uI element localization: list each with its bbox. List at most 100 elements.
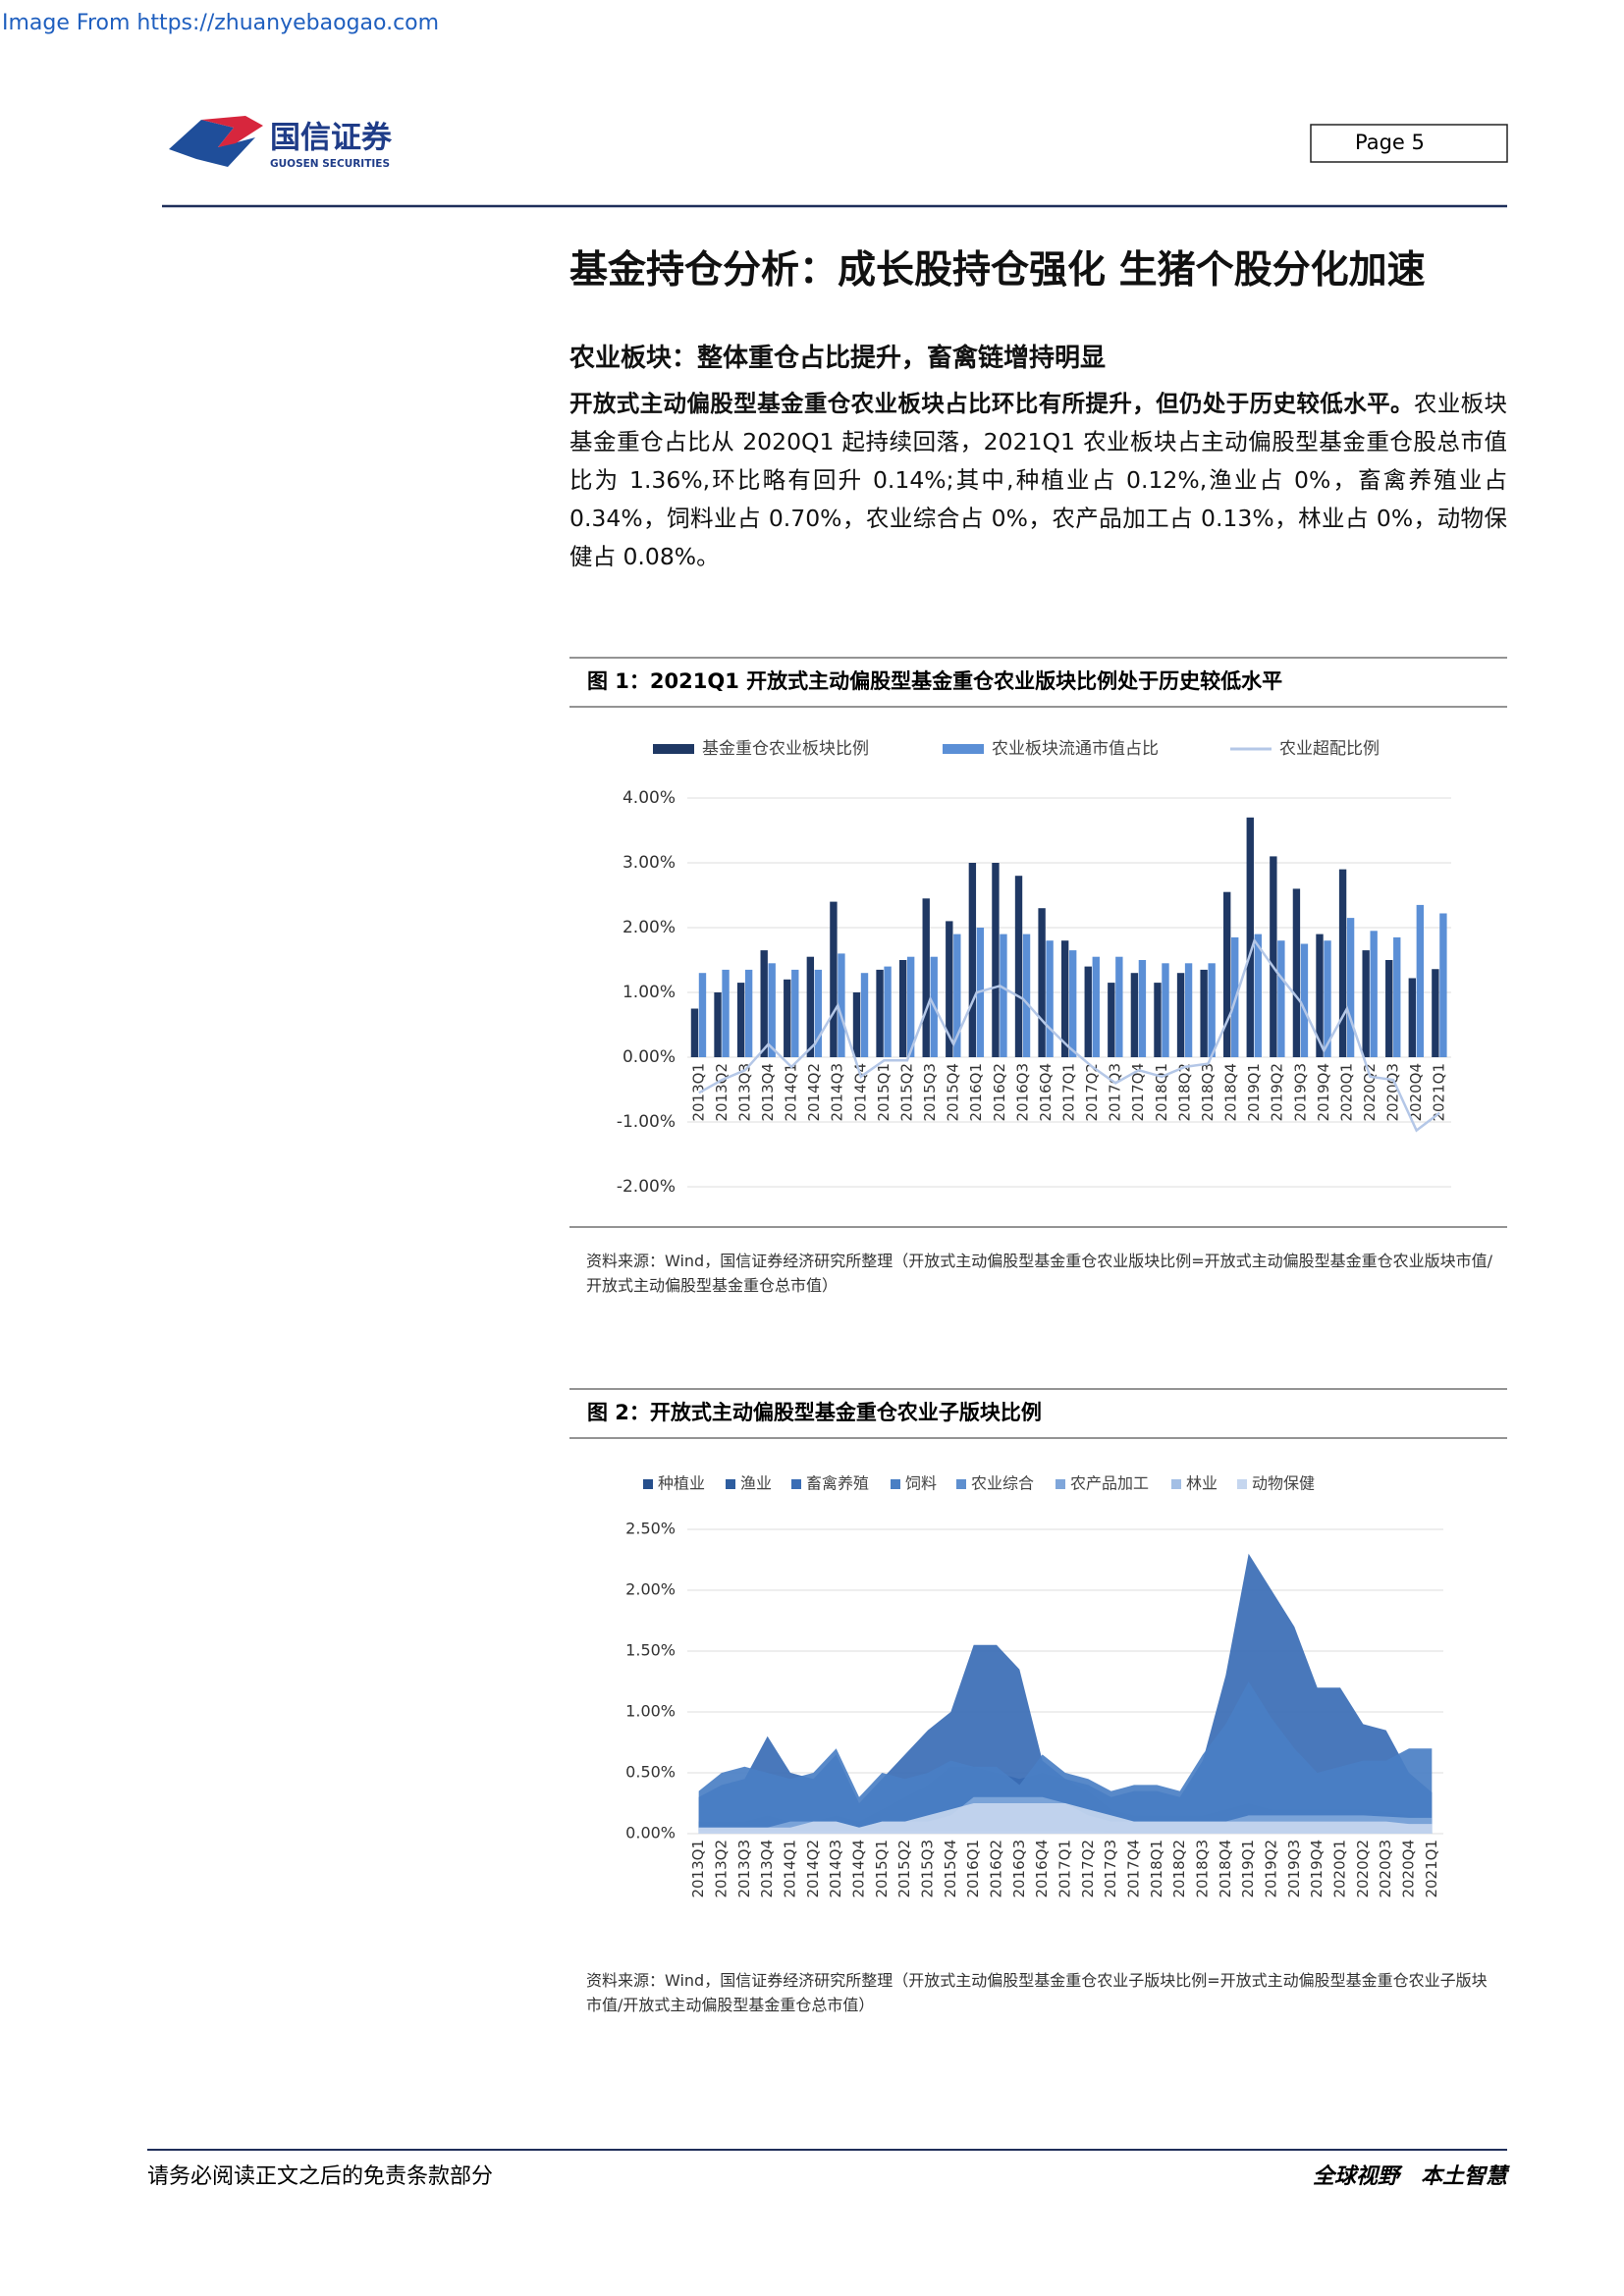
x-tick-label: 2013Q4 (758, 1840, 776, 1898)
bar (1439, 913, 1447, 1057)
legend-label: 农业超配比例 (1279, 739, 1380, 759)
bar (814, 969, 823, 1057)
x-tick-label: 2017Q2 (1083, 1063, 1101, 1122)
bar (884, 966, 892, 1057)
watermark: Image From https://zhuanyebaogao.com (2, 11, 439, 35)
x-tick-label: 2019Q4 (1315, 1063, 1332, 1122)
x-tick-label: 2018Q2 (1175, 1063, 1193, 1122)
section-title: 基金持仓分析：成长股持仓强化 生猪个股分化加速 (569, 248, 1426, 293)
legend-label: 渔业 (740, 1474, 772, 1493)
x-tick-label: 2019Q2 (1269, 1063, 1286, 1122)
x-tick-label: 2016Q4 (1037, 1063, 1055, 1122)
x-tick-label: 2016Q3 (1010, 1840, 1028, 1898)
bar (1370, 931, 1378, 1057)
y-tick-label: 0.00% (625, 1824, 676, 1842)
bar (1154, 983, 1162, 1057)
bar (1277, 940, 1285, 1057)
legend-label: 林业 (1186, 1474, 1218, 1493)
bar (714, 992, 722, 1057)
x-tick-label: 2017Q3 (1102, 1840, 1119, 1898)
logo: 国信证券 GUOSEN SECURITIES (169, 116, 393, 170)
bar (698, 973, 707, 1057)
bar (690, 1008, 699, 1057)
x-tick-label: 2017Q1 (1056, 1840, 1074, 1898)
legend-swatch (653, 744, 694, 754)
y-tick-label: 2.00% (623, 918, 676, 937)
bar (1292, 888, 1301, 1057)
x-tick-label: 2020Q2 (1354, 1840, 1372, 1898)
x-tick-label: 2014Q3 (829, 1063, 846, 1122)
y-tick-label: 2.50% (625, 1520, 676, 1538)
bar (1138, 960, 1147, 1057)
bar (1408, 978, 1416, 1057)
x-tick-label: 2015Q3 (921, 1063, 939, 1122)
bar (1200, 969, 1208, 1057)
x-tick-label: 2015Q2 (895, 1840, 913, 1898)
area-series (698, 1682, 1433, 1834)
bar (1184, 963, 1193, 1057)
bar (1316, 934, 1324, 1057)
x-tick-label: 2018Q4 (1217, 1840, 1234, 1898)
bar (784, 979, 791, 1057)
y-tick-label: 0.50% (625, 1763, 676, 1782)
legend-swatch (891, 1479, 900, 1489)
chart: 2.50% 2.00% 1.50% 1.00% 0.50% 0.00% 2013Q1 2013… (625, 1474, 1443, 1898)
x-tick-label: 2017Q3 (1107, 1063, 1124, 1122)
x-tick-label: 2014Q3 (827, 1840, 844, 1898)
bar (1346, 918, 1355, 1057)
logo-mark-blue (169, 120, 255, 167)
x-tick-label: 2013Q3 (735, 1063, 753, 1122)
page-number: Page 5 (1355, 131, 1425, 154)
x-tick-label: 2016Q2 (991, 1063, 1008, 1122)
bar (1014, 876, 1023, 1057)
legend-label: 畜禽养殖 (806, 1474, 869, 1493)
legend-label: 饲料 (905, 1474, 937, 1493)
logo-mark-red (201, 116, 263, 147)
bar (898, 960, 907, 1057)
bar (1223, 891, 1231, 1057)
legend-swatch (643, 1479, 653, 1489)
chart: 4.00% 3.00% 2.00% 1.00% 0.00% -1.00% -2.00% 201… (617, 739, 1451, 1197)
x-tick-label: 2015Q1 (873, 1840, 891, 1898)
figure-title: 图 1：2021Q1 开放式主动偏股型基金重仓农业版块比例处于历史较低水平 (587, 669, 1282, 693)
x-tick-label: 2018Q4 (1222, 1063, 1240, 1122)
bar (830, 901, 838, 1057)
bar (1046, 940, 1054, 1057)
x-tick-label: 2013Q4 (759, 1063, 777, 1122)
paragraph-lead: 开放式主动偏股型基金重仓农业板块占比环比有所提升，但仍处于历史较低水平。 (569, 390, 1414, 417)
x-tick-label: 2014Q4 (850, 1840, 868, 1898)
bar (1362, 950, 1370, 1057)
x-tick-label: 2021Q1 (1431, 1063, 1448, 1122)
x-tick-label: 2019Q2 (1263, 1840, 1280, 1898)
page-box (1310, 124, 1508, 163)
legend-label: 动物保健 (1252, 1474, 1315, 1493)
x-tick-label: 2019Q4 (1308, 1840, 1326, 1898)
x-tick-label: 2017Q4 (1125, 1840, 1143, 1898)
bar (992, 863, 1000, 1057)
paragraph: 开放式主动偏股型基金重仓农业板块占比环比有所提升，但仍处于历史较低水平。农业板块… (569, 385, 1507, 576)
figure-title: 图 2：开放式主动偏股型基金重仓农业子版块比例 (587, 1401, 1042, 1424)
x-tick-label: 2021Q1 (1423, 1840, 1440, 1898)
legend-label: 基金重仓农业板块比例 (702, 739, 869, 759)
x-tick-label: 2018Q1 (1148, 1840, 1165, 1898)
bar (1115, 956, 1123, 1057)
y-tick-label: 3.00% (623, 853, 676, 873)
x-tick-label: 2013Q2 (713, 1063, 731, 1122)
figure-source: 资料来源：Wind，国信证券经济研究所整理（开放式主动偏股型基金重仓农业子版块比… (586, 1971, 1488, 2014)
x-tick-label: 2018Q3 (1199, 1063, 1217, 1122)
bar (768, 963, 776, 1057)
y-tick-label: 1.00% (625, 1702, 676, 1721)
x-tick-label: 2018Q2 (1170, 1840, 1188, 1898)
legend-label: 农业板块流通市值占比 (992, 739, 1159, 759)
bar (838, 953, 845, 1057)
legend-swatch (726, 1479, 735, 1489)
x-tick-label: 2017Q4 (1129, 1063, 1147, 1122)
x-tick-label: 2013Q2 (713, 1840, 731, 1898)
bar (1038, 908, 1046, 1057)
x-tick-label: 2014Q2 (805, 1063, 823, 1122)
line-series (698, 937, 1440, 1133)
y-tick-label: 1.50% (625, 1641, 676, 1660)
figure-source: 资料来源：Wind，国信证券经济研究所整理（开放式主动偏股型基金重仓农业版块比例… (586, 1252, 1493, 1295)
bar (1254, 934, 1262, 1057)
x-tick-label: 2017Q2 (1079, 1840, 1097, 1898)
